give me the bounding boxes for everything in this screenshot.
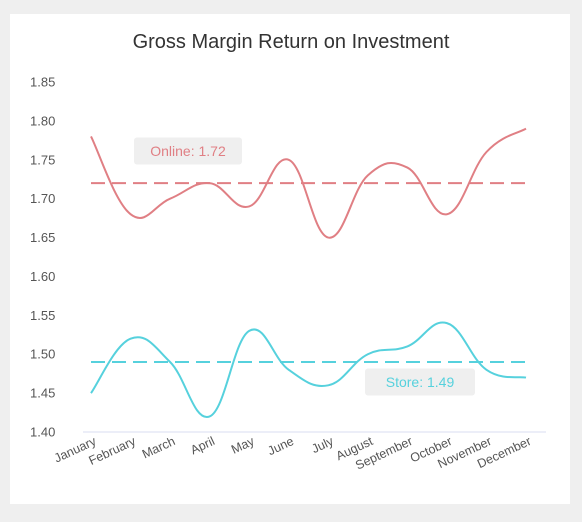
y-tick-label: 1.85 (30, 75, 55, 90)
y-tick-label: 1.80 (30, 113, 55, 128)
store-average-label: Store: 1.49 (386, 374, 455, 390)
store-average-label-box (365, 368, 475, 396)
x-tick-label: March (140, 434, 177, 461)
y-tick-label: 1.75 (30, 152, 55, 167)
chart-card (10, 14, 570, 504)
y-axis-ticks: 1.40 1.45 1.50 1.55 1.60 1.65 1.70 1.75 1.80 1.85 (30, 75, 55, 440)
average-annotations: Online: 1.72 Store: 1.49 (134, 137, 475, 396)
chart-title: Gross Margin Return on Investment (132, 31, 450, 53)
online-average-label: Online: 1.72 (150, 143, 226, 159)
y-tick-label: 1.55 (30, 308, 55, 323)
online-average-label-box (134, 137, 242, 165)
y-tick-label: 1.65 (30, 230, 55, 245)
x-tick-label: June (266, 434, 297, 458)
y-tick-label: 1.70 (30, 191, 55, 206)
series-lines (90, 127, 527, 418)
x-tick-label: May (229, 434, 257, 457)
y-tick-label: 1.45 (30, 386, 55, 401)
y-tick-label: 1.40 (30, 425, 55, 440)
online-series-line (90, 127, 527, 239)
x-tick-label: July (309, 434, 336, 456)
store-series-line (90, 321, 527, 418)
y-tick-label: 1.60 (30, 269, 55, 284)
y-tick-label: 1.50 (30, 347, 55, 362)
average-lines (91, 182, 526, 363)
x-tick-label: April (188, 434, 217, 457)
